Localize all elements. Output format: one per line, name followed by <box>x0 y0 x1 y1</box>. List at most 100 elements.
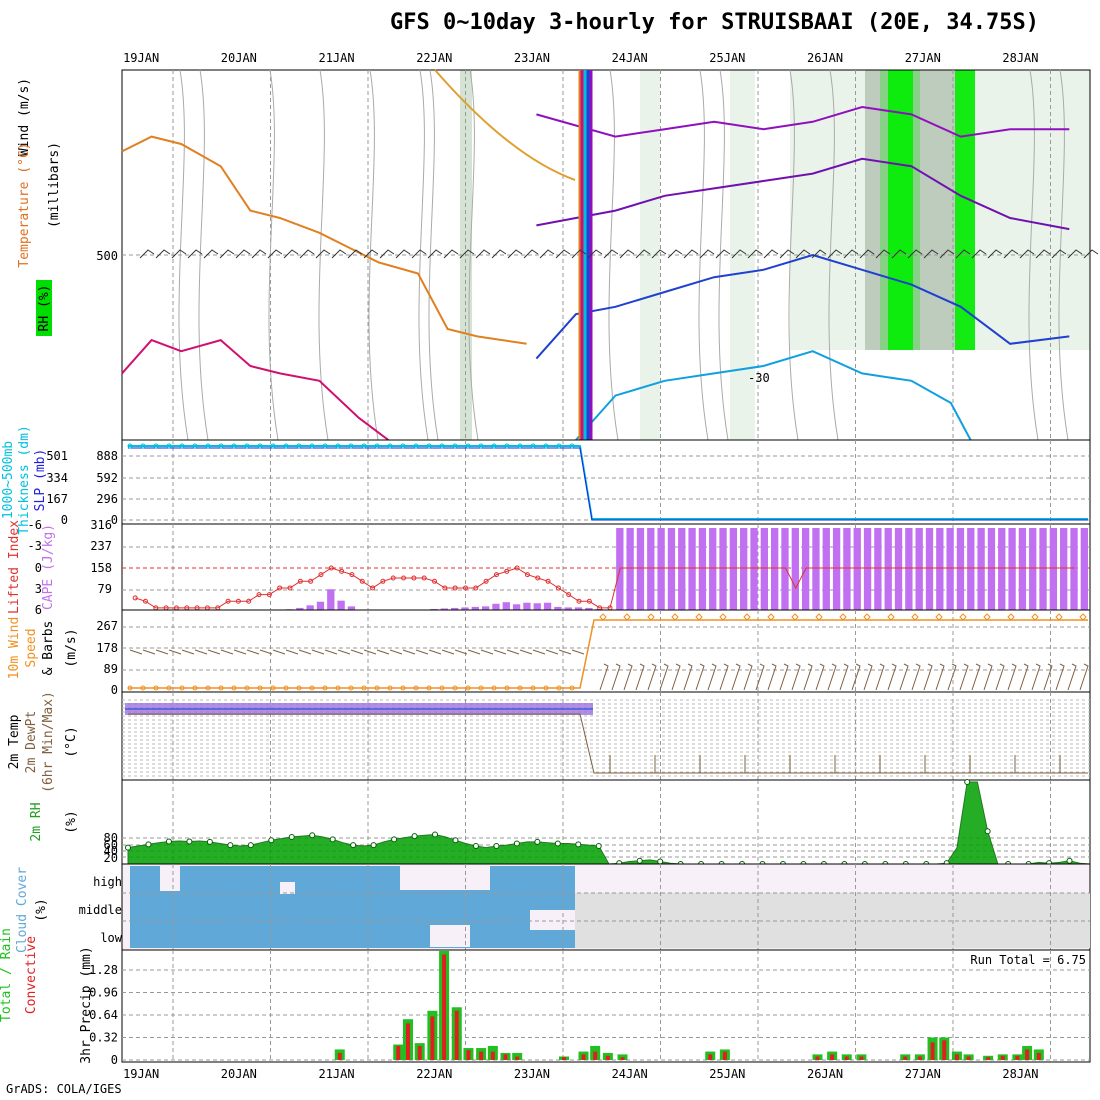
lifted-marker <box>318 572 324 578</box>
cape-bar <box>461 607 469 610</box>
precip-conv-bar <box>396 1045 401 1060</box>
rh2m-marker <box>493 842 500 849</box>
wind-barb <box>939 249 955 259</box>
thickness-marker <box>335 443 341 449</box>
wind-contour <box>368 69 379 441</box>
thickness-panel-frame <box>121 439 1091 525</box>
wind10-barb <box>298 649 312 655</box>
thickness-marker <box>205 443 211 449</box>
wind10-marker <box>983 613 991 621</box>
wind-barb <box>203 249 219 259</box>
precip-conv-bar <box>454 1010 459 1060</box>
thickness-marker <box>127 443 133 449</box>
wind-contour <box>828 69 839 441</box>
slp-y-tick: 888 <box>96 449 118 463</box>
cape-bar <box>678 528 686 610</box>
precip-conv-bar <box>562 1057 566 1060</box>
wind-barb <box>155 249 171 259</box>
cape-bar <box>657 528 665 610</box>
wind10-marker <box>543 685 549 691</box>
wind-barb <box>347 249 363 259</box>
rh2m-y-tick: 40 <box>104 844 118 858</box>
wind10-barb <box>659 663 669 691</box>
wind10-barb <box>220 649 234 655</box>
wind10-barb <box>558 649 572 655</box>
rh2m-marker <box>636 857 643 864</box>
ylabel-rh2m: 2m RH <box>29 802 44 841</box>
wind10-marker <box>439 685 445 691</box>
dewpoint-line <box>128 713 1088 774</box>
wind10-marker <box>1031 613 1039 621</box>
ylabel-precip-units: 3hr Precip (mm) <box>79 946 94 1063</box>
wind-barb <box>603 249 619 259</box>
wind-barb <box>1019 249 1035 259</box>
wind-barb <box>379 249 395 259</box>
wind10-barb <box>803 663 813 691</box>
cape-bar <box>977 528 985 610</box>
wind10-marker <box>530 685 536 691</box>
wind10-barb <box>415 649 429 655</box>
lifted-marker <box>566 592 572 598</box>
x-tick-top: 22JAN <box>416 51 452 65</box>
cape-y-tick: 79 <box>98 582 112 596</box>
cape-bar <box>832 528 841 610</box>
cloud-band <box>130 866 575 948</box>
wind-barb <box>507 249 523 259</box>
lifted-marker <box>142 598 148 604</box>
wind10-barb <box>599 663 609 691</box>
rh2m-marker <box>534 838 541 845</box>
cape-bar <box>451 607 459 610</box>
wind-contour <box>268 69 279 441</box>
thickness-marker <box>270 443 276 449</box>
cape-bar <box>564 607 572 610</box>
wind-barb <box>427 249 443 259</box>
cape-bar <box>440 608 448 610</box>
wind10-marker <box>556 685 562 691</box>
lifted-marker <box>576 598 582 604</box>
ylabel-rh: RH (%) <box>37 285 52 332</box>
cape-bar <box>1080 528 1088 610</box>
ylabel-rh2m-units: (%) <box>64 810 79 833</box>
cape-bar <box>481 606 490 610</box>
wind10-barb <box>363 649 377 655</box>
wind-barb <box>443 249 459 259</box>
wind-barb <box>571 249 587 259</box>
wind-barb <box>267 249 283 259</box>
temperature-line-purple-top <box>536 105 1070 138</box>
wind10-barb <box>767 663 777 691</box>
cape-bar <box>502 602 510 610</box>
precip-conv-bar <box>490 1051 495 1060</box>
cape-bar <box>636 528 645 610</box>
thickness-marker <box>517 443 523 449</box>
wind10-barb <box>311 649 325 655</box>
wind10-marker <box>413 685 419 691</box>
thickness-marker <box>348 443 354 449</box>
wind10-marker <box>911 613 919 621</box>
wind10-barb <box>1007 663 1017 691</box>
cape-bar <box>843 528 851 610</box>
thickness-marker <box>439 443 445 449</box>
precip-y-tick: 1.28 <box>89 963 118 977</box>
lifted-marker <box>524 572 530 578</box>
wind10-marker <box>815 613 823 621</box>
cape-bar <box>574 607 583 610</box>
wind10-barb <box>428 649 442 655</box>
cape-bar <box>327 589 335 610</box>
cape-bar <box>1008 528 1016 610</box>
wind-barb <box>667 249 683 259</box>
rh2m-marker <box>309 832 316 839</box>
lifted-marker <box>339 568 345 574</box>
cape-bar <box>760 528 768 610</box>
x-tick-bottom: 22JAN <box>416 1067 452 1081</box>
wind10-barb <box>635 663 645 691</box>
wind-barb <box>651 249 667 259</box>
wind-barb <box>315 249 331 259</box>
cape-bar <box>874 528 882 610</box>
temperature-line-purple-mid <box>536 157 1070 231</box>
wind10-marker <box>863 613 871 621</box>
rh2m-marker <box>186 838 193 845</box>
wind-barb <box>1051 249 1067 259</box>
wind10-marker <box>374 685 380 691</box>
ylabel-dewpt: 2m DewPt <box>24 711 39 774</box>
cape-bar <box>698 528 707 610</box>
